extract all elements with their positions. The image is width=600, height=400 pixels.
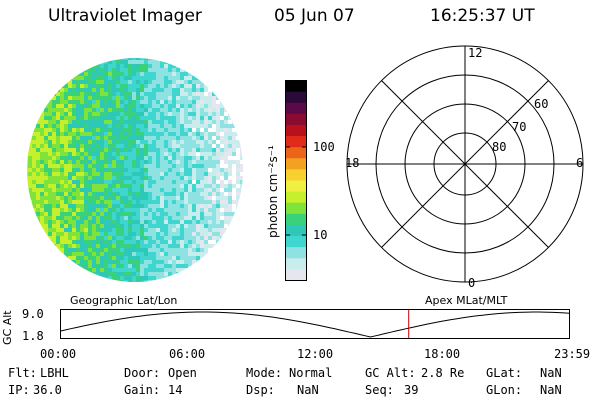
- mlat-mlt-polar-grid: [346, 45, 584, 283]
- observation-date: 05 Jun 07: [274, 6, 355, 26]
- altitude-plot: [60, 309, 570, 339]
- seq-value: 39: [404, 383, 419, 397]
- colorbar-cell: [285, 146, 307, 159]
- glat-value: NaN: [540, 366, 562, 380]
- colorbar-unit-label: photon cm⁻²s⁻¹: [266, 145, 280, 238]
- colorbar-cell: [285, 113, 307, 125]
- colorbar-cell: [285, 102, 307, 114]
- xtick-0600: 06:00: [169, 347, 206, 361]
- lat-label-70: 70: [512, 120, 527, 134]
- mode-value: Normal: [289, 366, 333, 380]
- colorbar-cell: [285, 235, 307, 248]
- lat-label-80: 80: [492, 140, 507, 154]
- observation-time: 16:25:37 UT: [430, 6, 535, 26]
- mode-label: Mode:: [246, 366, 283, 380]
- colorbar-cell: [285, 224, 307, 237]
- dsp-value: NaN: [297, 383, 319, 397]
- mlt-label-6: 6: [576, 156, 584, 170]
- colorbar-tick-10: 10: [313, 228, 328, 242]
- ip-label: IP:: [8, 383, 30, 397]
- seq-label: Seq:: [365, 383, 394, 397]
- geographic-label: Geographic Lat/Lon: [70, 294, 178, 307]
- colorbar-cell: [285, 180, 307, 192]
- instrument-title: Ultraviolet Imager: [48, 6, 202, 26]
- ytick-low: 1.8: [22, 329, 44, 343]
- uv-image-disk: [27, 58, 243, 282]
- mlt-label-18: 18: [345, 156, 360, 170]
- colorbar-cell: [285, 246, 307, 259]
- glon-value: NaN: [540, 383, 562, 397]
- colorbar-cell: [285, 135, 307, 148]
- colorbar-cell: [285, 213, 307, 225]
- gc-alt-axis-label: GC Alt: [1, 310, 14, 345]
- colorbar-cell: [285, 91, 307, 103]
- lat-label-60: 60: [534, 97, 549, 111]
- mlt-label-0: 0: [468, 276, 476, 290]
- gcalt-value: 2.8 Re: [421, 366, 465, 380]
- gcalt-label: GC Alt:: [365, 366, 416, 380]
- apex-label: Apex MLat/MLT: [425, 294, 508, 307]
- glon-label: GLon:: [486, 383, 523, 397]
- colorbar-cell: [285, 268, 307, 281]
- colorbar-cell: [285, 191, 307, 203]
- xtick-1800: 18:00: [424, 347, 461, 361]
- xtick-1200: 12:00: [297, 347, 334, 361]
- flt-label: Flt:: [8, 366, 37, 380]
- gain-value: 14: [168, 383, 183, 397]
- colorbar-cell: [285, 80, 307, 92]
- xtick-2359: 23:59: [554, 347, 591, 361]
- gain-label: Gain:: [124, 383, 161, 397]
- colorbar-cell: [285, 202, 307, 214]
- door-label: Door:: [124, 366, 161, 380]
- colorbar-cell: [285, 157, 307, 170]
- door-value: Open: [168, 366, 197, 380]
- flt-value: LBHL: [40, 366, 69, 380]
- colorbar-cell: [285, 257, 307, 270]
- mlt-label-12: 12: [468, 46, 483, 60]
- ip-value: 36.0: [33, 383, 62, 397]
- ytick-high: 9.0: [22, 307, 44, 321]
- xtick-0000: 00:00: [40, 347, 77, 361]
- glat-label: GLat:: [486, 366, 523, 380]
- colorbar-cell: [285, 124, 307, 137]
- colorbar-cell: [285, 168, 307, 181]
- colorbar: [285, 80, 307, 281]
- colorbar-tick-100: 100: [313, 140, 335, 154]
- dsp-label: Dsp:: [246, 383, 275, 397]
